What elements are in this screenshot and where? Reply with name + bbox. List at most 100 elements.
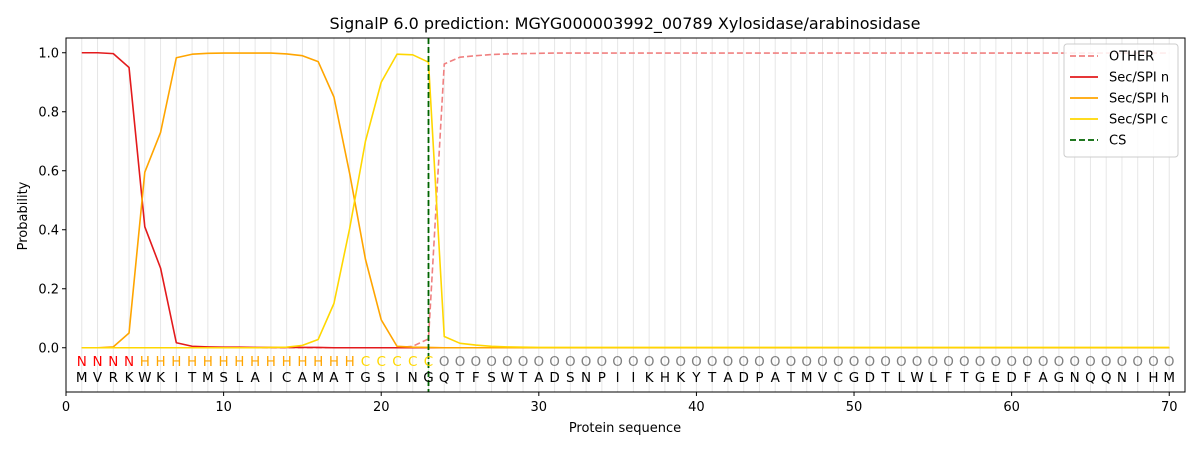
residue-label-22: N xyxy=(408,370,418,386)
region-label-4: N xyxy=(124,354,134,370)
region-label-1: N xyxy=(77,354,87,370)
residue-label-18: T xyxy=(345,370,355,386)
region-label-51: O xyxy=(864,354,875,370)
x-tick-label-40: 40 xyxy=(688,400,705,415)
region-label-18: H xyxy=(345,354,355,370)
region-label-42: O xyxy=(723,354,734,370)
region-label-7: H xyxy=(171,354,181,370)
region-label-67: O xyxy=(1117,354,1128,370)
residue-label-4: K xyxy=(125,370,135,386)
y-tick-label-1: 0.2 xyxy=(38,282,59,297)
region-label-47: O xyxy=(801,354,812,370)
region-label-65: O xyxy=(1085,354,1096,370)
region-label-63: O xyxy=(1054,354,1065,370)
residue-label-59: E xyxy=(992,370,1001,386)
region-label-11: H xyxy=(234,354,244,370)
residue-label-50: G xyxy=(849,370,859,386)
legend-label-0: OTHER xyxy=(1109,50,1154,65)
region-label-34: O xyxy=(597,354,608,370)
residue-label-60: D xyxy=(1006,370,1016,386)
region-label-54: O xyxy=(912,354,923,370)
residue-label-1: M xyxy=(76,370,88,386)
chart-title: SignalP 6.0 prediction: MGYG000003992_00… xyxy=(330,14,921,34)
region-label-28: O xyxy=(502,354,513,370)
residue-label-17: A xyxy=(329,370,339,386)
region-label-58: O xyxy=(975,354,986,370)
residue-label-41: T xyxy=(707,370,717,386)
region-label-64: O xyxy=(1069,354,1080,370)
region-label-50: O xyxy=(849,354,860,370)
series-line-sec-spi-n xyxy=(81,51,1170,349)
residue-label-13: I xyxy=(269,370,273,386)
residue-label-6: K xyxy=(156,370,166,386)
residue-label-55: L xyxy=(929,370,937,386)
region-label-56: O xyxy=(943,354,954,370)
residue-label-8: T xyxy=(187,370,197,386)
region-label-46: O xyxy=(786,354,797,370)
vertical-gridlines xyxy=(81,38,1170,392)
x-tick-label-50: 50 xyxy=(846,400,863,415)
y-tick-label-0: 0.0 xyxy=(38,341,59,356)
residue-label-54: W xyxy=(910,370,923,386)
residue-label-57: T xyxy=(959,370,969,386)
x-tick-label-10: 10 xyxy=(215,400,232,415)
region-label-44: O xyxy=(754,354,765,370)
residue-label-36: I xyxy=(631,370,635,386)
region-label-3: N xyxy=(108,354,118,370)
residue-label-68: I xyxy=(1136,370,1140,386)
residue-label-46: T xyxy=(786,370,796,386)
region-label-16: H xyxy=(313,354,323,370)
x-tick-label-70: 70 xyxy=(1161,400,1178,415)
region-label-43: O xyxy=(738,354,749,370)
region-label-24: O xyxy=(439,354,450,370)
region-label-68: O xyxy=(1132,354,1143,370)
residue-label-65: Q xyxy=(1085,370,1096,386)
series-lines xyxy=(81,51,1170,349)
y-tick-label-2: 0.4 xyxy=(38,223,59,238)
region-label-25: O xyxy=(455,354,466,370)
residue-label-3: R xyxy=(109,370,118,386)
y-tick-label-3: 0.6 xyxy=(38,164,59,179)
residue-label-27: S xyxy=(487,370,496,386)
residue-label-5: W xyxy=(138,370,151,386)
residue-label-38: H xyxy=(660,370,670,386)
legend-label-3: Sec/SPI c xyxy=(1109,113,1168,128)
residue-label-43: D xyxy=(739,370,749,386)
residue-label-20: S xyxy=(377,370,386,386)
region-label-22: C xyxy=(408,354,417,370)
residue-label-49: C xyxy=(834,370,843,386)
region-label-9: H xyxy=(203,354,213,370)
region-label-60: O xyxy=(1006,354,1017,370)
region-label-29: O xyxy=(518,354,529,370)
legend-label-2: Sec/SPI h xyxy=(1109,92,1169,107)
residue-label-7: I xyxy=(174,370,178,386)
residue-label-10: S xyxy=(219,370,228,386)
residue-label-62: A xyxy=(1039,370,1049,386)
region-label-23: C xyxy=(424,354,433,370)
region-label-45: O xyxy=(770,354,781,370)
region-label-49: O xyxy=(833,354,844,370)
residue-label-28: W xyxy=(501,370,514,386)
sequence-letters: NMNVNRNKHWHKHIHTHMHSHLHAHIHCHAHMHAHTCGCS… xyxy=(76,354,1175,386)
x-tick-label-0: 0 xyxy=(62,400,70,415)
residue-label-31: D xyxy=(549,370,559,386)
residue-label-53: L xyxy=(898,370,906,386)
region-label-69: O xyxy=(1148,354,1159,370)
region-label-21: C xyxy=(392,354,401,370)
region-label-5: H xyxy=(140,354,150,370)
series-line-other xyxy=(81,52,1170,349)
residue-label-47: M xyxy=(801,370,813,386)
region-label-27: O xyxy=(486,354,497,370)
residue-label-69: H xyxy=(1148,370,1158,386)
residue-label-19: G xyxy=(360,370,370,386)
residue-label-24: Q xyxy=(439,370,450,386)
residue-label-25: T xyxy=(455,370,465,386)
region-label-17: H xyxy=(329,354,339,370)
legend: OTHER Sec/SPI n Sec/SPI h Sec/SPI c CS xyxy=(1063,43,1179,158)
y-tick-label-4: 0.8 xyxy=(38,105,59,120)
region-label-31: O xyxy=(549,354,560,370)
region-label-55: O xyxy=(928,354,939,370)
residue-label-48: V xyxy=(818,370,828,386)
residue-label-63: G xyxy=(1054,370,1064,386)
region-label-39: O xyxy=(675,354,686,370)
